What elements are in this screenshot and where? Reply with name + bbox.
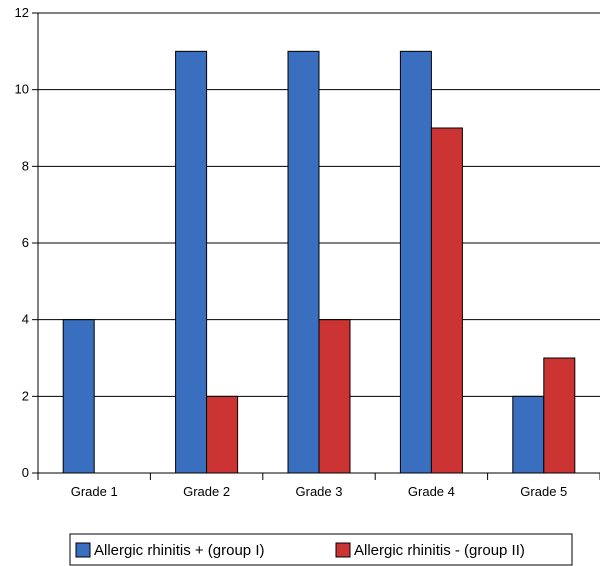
bar-group-i: [399, 50, 432, 474]
x-tick-labels: Grade 1 Grade 2 Grade 3 Grade 4 Grade 5: [71, 484, 568, 499]
bar-group-i: [175, 50, 208, 474]
bar-group-ii: [206, 395, 239, 474]
x-tick-label: Grade 2: [183, 484, 230, 499]
y-tick-label: 10: [15, 82, 29, 97]
y-tick-label: 6: [22, 235, 29, 250]
y-tick-label: 4: [22, 312, 29, 327]
legend-box: [69, 533, 573, 566]
x-tick-label: Grade 1: [71, 484, 118, 499]
bar-group-ii: [430, 127, 463, 474]
bars: [62, 50, 576, 474]
bar-group-ii: [543, 357, 576, 474]
y-tick-label: 2: [22, 388, 29, 403]
y-tick-label: 0: [22, 465, 29, 480]
y-tick-labels: 0 2 4 6 8 10 12: [15, 5, 29, 480]
x-tick-label: Grade 3: [296, 484, 343, 499]
x-tick-label: Grade 4: [408, 484, 455, 499]
bar-group-i: [512, 395, 545, 474]
bar-group-ii: [318, 319, 351, 474]
legend-label: Allergic rhinitis - (group II): [354, 542, 525, 559]
axes: [32, 12, 600, 480]
legend-swatch: [75, 542, 91, 558]
x-tick-label: Grade 5: [520, 484, 567, 499]
y-tick-label: 8: [22, 158, 29, 173]
bar-group-i: [287, 50, 320, 474]
bar-group-i: [62, 319, 95, 474]
legend-label: Allergic rhinitis + (group I): [94, 542, 264, 559]
legend-swatch: [335, 542, 351, 558]
y-tick-label: 12: [15, 5, 29, 20]
legend: Allergic rhinitis + (group I) Allergic rh…: [69, 533, 573, 566]
